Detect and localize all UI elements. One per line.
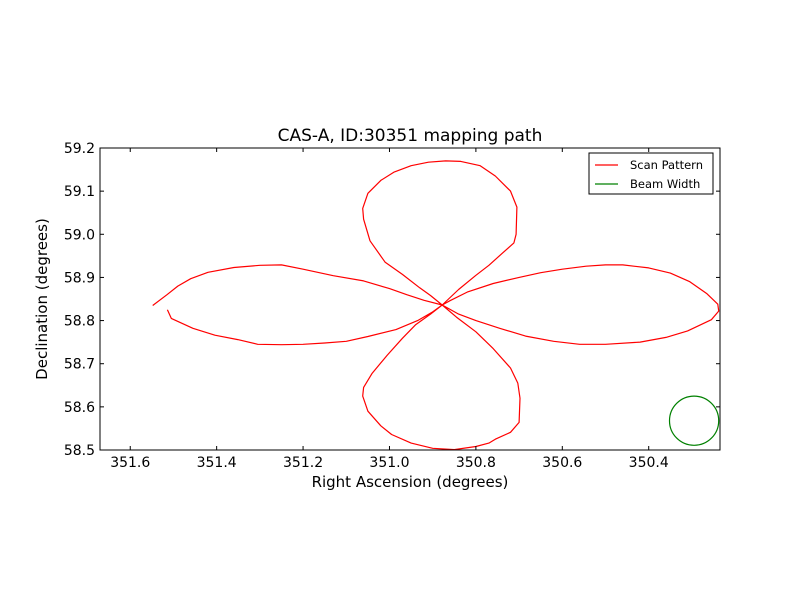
axis-ticks: 351.6 351.4 351.2 351.0 350.8 350.6 350.4 58.5 5…	[64, 141, 720, 471]
legend: Scan Pattern Beam Width	[588, 152, 714, 195]
y-axis-label: Declination (degrees)	[33, 218, 51, 380]
x-tick-label: 351.2	[283, 455, 323, 471]
y-tick-label: 58.7	[64, 357, 95, 373]
legend-label-beam-width: Beam Width	[630, 177, 700, 191]
legend-box	[588, 152, 714, 195]
scan-pattern-line	[152, 160, 720, 450]
x-tick-label: 351.6	[110, 455, 150, 471]
x-tick-label: 350.4	[629, 455, 669, 471]
y-tick-label: 58.9	[64, 270, 95, 286]
y-tick-label: 58.6	[64, 400, 95, 416]
legend-label-scan-pattern: Scan Pattern	[630, 158, 703, 172]
x-tick-label: 350.8	[456, 455, 496, 471]
axes-frame	[99, 147, 721, 451]
x-tick-label: 351.0	[369, 455, 409, 471]
y-tick-label: 59.1	[64, 184, 95, 200]
plot-area	[152, 160, 720, 450]
beam-width-circle	[668, 395, 720, 446]
y-tick-label: 58.5	[64, 443, 95, 459]
x-tick-label: 350.6	[542, 455, 582, 471]
y-tick-label: 59.2	[64, 141, 95, 157]
y-tick-label: 59.0	[64, 227, 95, 243]
chart-title: CAS-A, ID:30351 mapping path	[278, 126, 543, 146]
x-axis-label: Right Ascension (degrees)	[312, 473, 509, 491]
y-tick-label: 58.8	[64, 314, 95, 330]
x-tick-label: 351.4	[197, 455, 237, 471]
